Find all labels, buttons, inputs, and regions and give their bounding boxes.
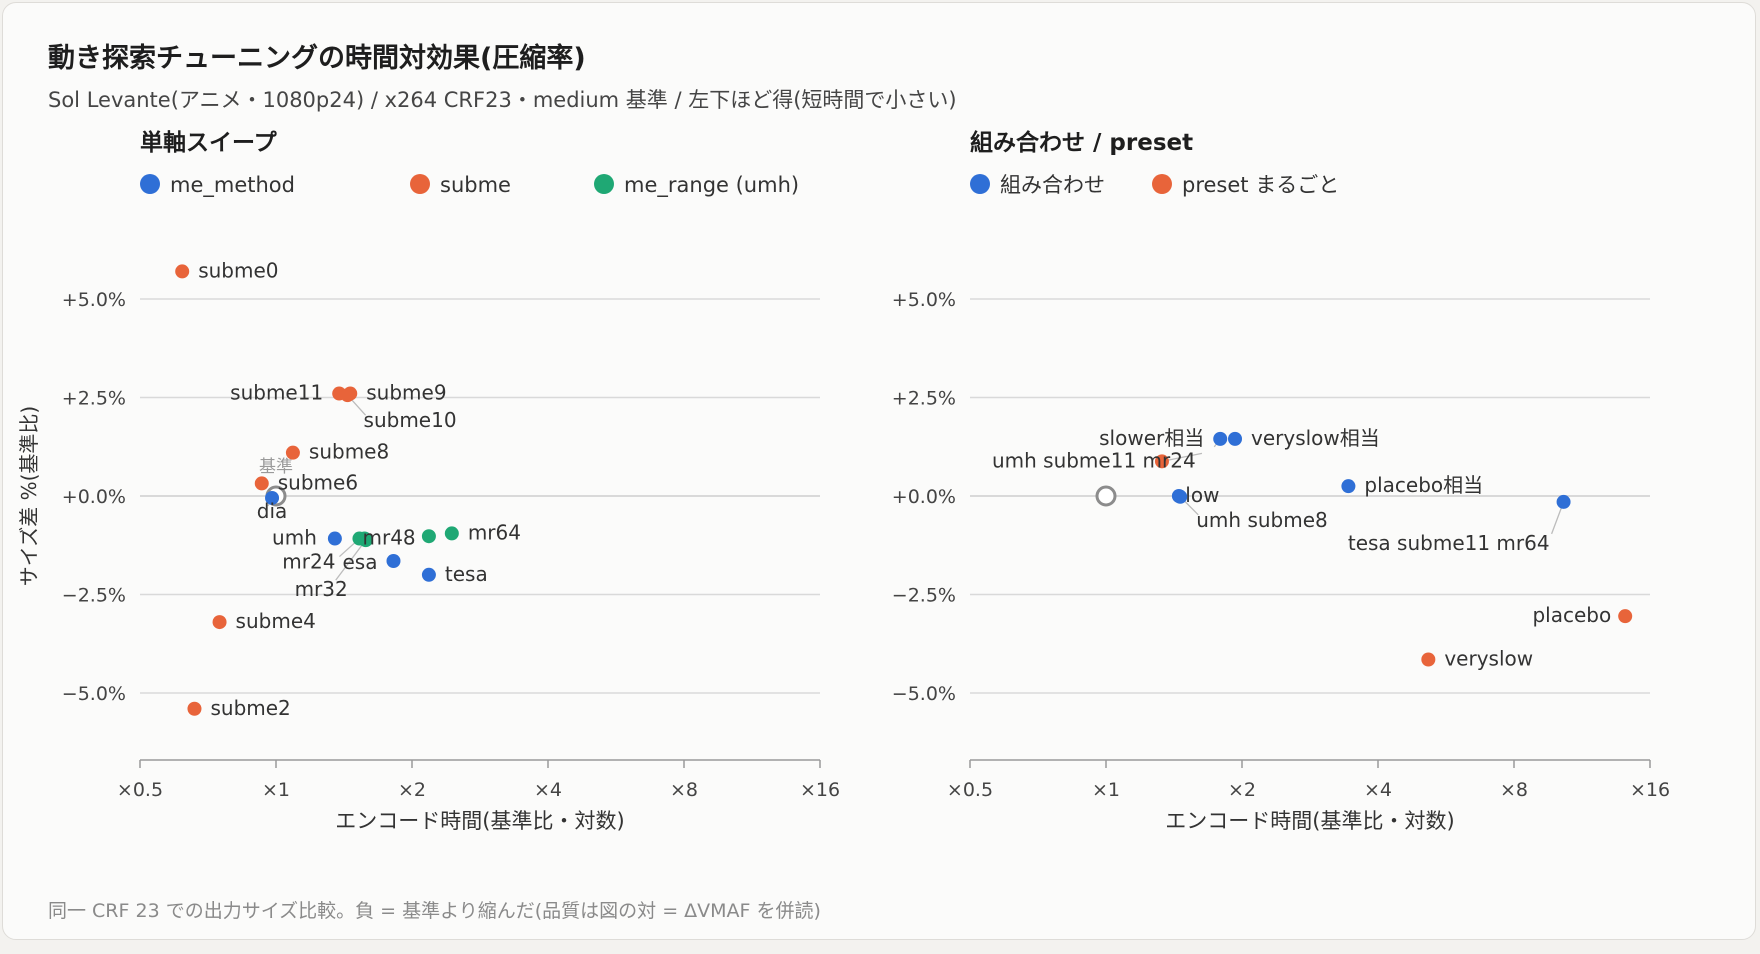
x-axis-label-1: エンコード時間(基準比・対数)	[335, 809, 624, 833]
x-tick-label-2-2: ×1	[1092, 779, 1120, 801]
x-tick-label-2-6: ×16	[1630, 779, 1670, 801]
y-tick-label-1-2: +2.5%	[62, 388, 126, 410]
x-axis-label-2: エンコード時間(基準比・対数)	[1165, 809, 1454, 833]
data-label-1-3-3: mr48	[363, 526, 416, 550]
data-label-1-2-6: subme6	[278, 470, 358, 494]
data-point-1-3-4	[444, 526, 459, 541]
legend-swatch-1-1	[140, 174, 160, 194]
data-point-2-1-5	[1341, 479, 1356, 494]
data-point-2-2-3	[1421, 652, 1436, 667]
legend-swatch-2-1	[970, 174, 990, 194]
y-tick-label-1-1: +5.0%	[62, 289, 126, 311]
data-point-1-2-4	[340, 388, 355, 403]
leader-line-1	[335, 539, 367, 581]
data-label-1-3-1: mr24	[282, 550, 335, 574]
legend-label-1-1: me_method	[170, 173, 295, 198]
data-point-2-2-2	[1618, 609, 1633, 624]
x-tick-label-2-5: ×8	[1500, 779, 1528, 801]
data-point-1-2-6	[254, 476, 269, 491]
panel-title-1: 単軸スイープ	[140, 129, 278, 156]
legend-label-2-1: 組み合わせ	[1000, 173, 1105, 197]
data-point-2-1-2	[1228, 431, 1243, 446]
y-tick-label-2-5: −5.0%	[892, 683, 956, 705]
panel-title-2: 組み合わせ / preset	[970, 129, 1193, 156]
legend-swatch-2-2	[1152, 174, 1172, 194]
data-point-1-1-2	[327, 531, 342, 546]
data-point-1-2-8	[187, 701, 202, 716]
x-tick-label-2-1: ×0.5	[947, 779, 993, 801]
data-point-2-1-6	[1556, 494, 1571, 509]
y-tick-label-2-1: +5.0%	[892, 289, 956, 311]
x-tick-label-1-6: ×16	[800, 779, 840, 801]
x-tick-label-1-2: ×1	[262, 779, 290, 801]
data-label-1-1-1: dia	[257, 499, 288, 523]
data-label-2-1-4: umh subme8	[1196, 508, 1328, 532]
data-point-2-1-4	[1173, 489, 1188, 504]
chart-card	[2, 2, 1756, 940]
y-axis-label-1: サイズ差 %(基準比)	[17, 406, 41, 586]
data-point-1-2-7	[212, 615, 227, 630]
x-tick-label-1-3: ×2	[398, 779, 426, 801]
data-label-1-2-1: subme0	[198, 258, 278, 282]
baseline-label-1: 基準	[259, 457, 293, 477]
x-tick-label-1-5: ×8	[670, 779, 698, 801]
data-label-1-2-8: subme2	[210, 696, 290, 720]
data-point-1-2-1	[175, 264, 190, 279]
data-label-2-2-3: veryslow	[1444, 647, 1533, 671]
y-tick-label-1-5: −5.0%	[62, 683, 126, 705]
data-label-1-2-7: subme4	[236, 609, 316, 633]
x-tick-label-1-1: ×0.5	[117, 779, 163, 801]
data-point-2-1-1	[1213, 431, 1228, 446]
legend-swatch-1-3	[594, 174, 614, 194]
legend-label-2-2: preset まるごと	[1182, 173, 1339, 197]
data-label-1-2-5: subme8	[309, 440, 389, 464]
data-label-2-1-1: slower相当	[1099, 426, 1204, 450]
data-point-1-1-4	[421, 567, 436, 582]
chart-title: 動き探索チューニングの時間対効果(圧縮率)	[48, 43, 586, 74]
data-point-1-1-3	[386, 554, 401, 569]
legend-swatch-1-2	[410, 174, 430, 194]
data-label-2-1-5: placebo相当	[1364, 473, 1483, 497]
data-point-1-3-3	[357, 531, 372, 546]
x-tick-label-1-4: ×4	[534, 779, 562, 801]
data-label-1-1-4: tesa	[445, 562, 488, 586]
data-label-1-2-3: subme9	[366, 381, 446, 405]
chart-footnote: 同一 CRF 23 での出力サイズ比較。負 = 基準より縮んだ(品質は図の対 =…	[48, 900, 821, 922]
data-label-1-1-2: umh	[272, 526, 317, 550]
y-tick-label-2-2: +2.5%	[892, 388, 956, 410]
data-point-1-2-5	[285, 445, 300, 460]
y-tick-label-1-3: +0.0%	[62, 486, 126, 508]
data-label-2-1-2: veryslow相当	[1251, 426, 1380, 450]
chart-subtitle: Sol Levante(アニメ・1080p24) / x264 CRF23・me…	[48, 88, 957, 112]
data-label-1-2-2: subme11	[230, 381, 323, 405]
data-label-1-3-2: mr32	[295, 577, 348, 601]
data-label-2-2-1: umh subme11 mr24	[992, 448, 1196, 472]
legend-label-1-3: me_range (umh)	[624, 173, 799, 198]
data-label-1-2-4: subme10	[364, 408, 457, 432]
data-label-1-1-3: esa	[343, 550, 378, 574]
x-tick-label-2-4: ×4	[1364, 779, 1392, 801]
y-tick-label-2-4: −2.5%	[892, 585, 956, 607]
legend-label-1-2: subme	[440, 173, 511, 197]
x-tick-label-2-3: ×2	[1228, 779, 1256, 801]
data-point-2-2-1	[1154, 454, 1169, 469]
y-tick-label-2-3: +0.0%	[892, 486, 956, 508]
data-label-2-2-2: placebo	[1532, 603, 1611, 627]
data-point-1-1-1	[265, 490, 280, 505]
data-label-1-3-4: mr64	[468, 520, 521, 544]
baseline-marker-2	[1095, 485, 1117, 507]
data-point-1-3-5	[421, 529, 436, 544]
data-label-2-1-6: tesa subme11 mr64	[1348, 531, 1550, 555]
y-tick-label-1-4: −2.5%	[62, 585, 126, 607]
